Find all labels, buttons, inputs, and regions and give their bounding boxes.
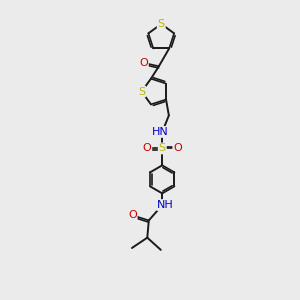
Text: S: S <box>158 19 165 29</box>
Text: NH: NH <box>157 200 174 210</box>
Text: HN: HN <box>152 127 168 137</box>
Text: O: O <box>139 58 148 68</box>
Text: S: S <box>138 86 145 97</box>
Text: O: O <box>128 210 137 220</box>
Text: O: O <box>142 143 151 153</box>
Text: O: O <box>173 143 182 153</box>
Text: S: S <box>159 143 166 153</box>
